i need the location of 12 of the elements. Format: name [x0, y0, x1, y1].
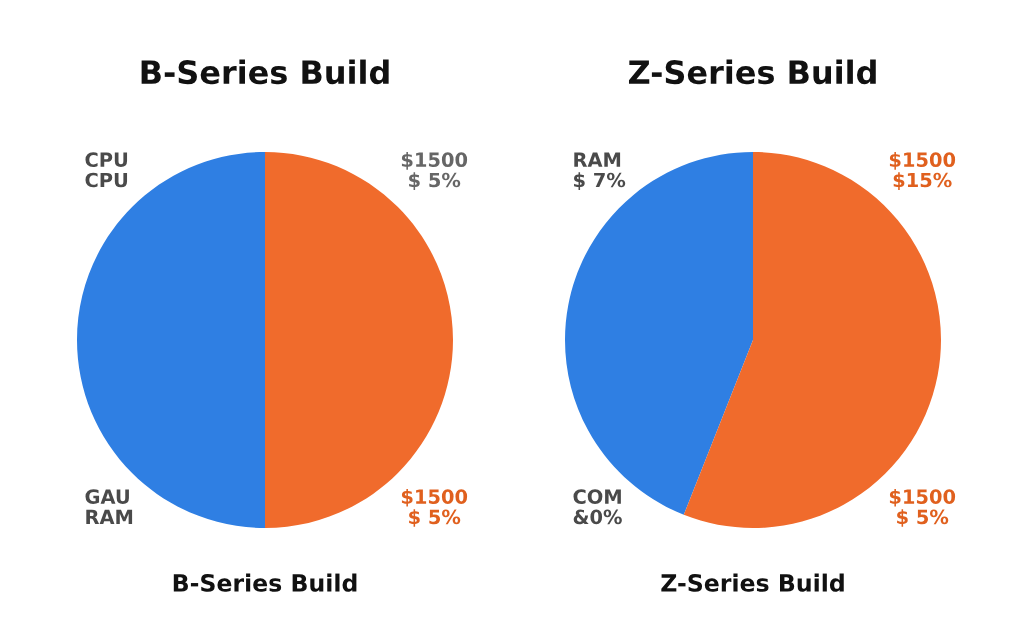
text: B-Series Build	[173, 573, 357, 592]
text: CPU CPU	[85, 152, 128, 188]
text: GAU RAM	[85, 489, 133, 524]
text: Z-Series Build	[661, 573, 844, 592]
text: $1500 $15%	[889, 152, 956, 190]
text: $1500 $ 5%	[401, 488, 468, 527]
chart-title: B-Series Build	[141, 59, 389, 85]
text: $1500 $ 5%	[401, 152, 468, 190]
chart-title: Z-Series Build	[628, 59, 876, 85]
text: COM &0%	[573, 489, 622, 525]
text: $1500 $ 5%	[889, 488, 956, 527]
text: RAM $ 7%	[574, 152, 626, 190]
